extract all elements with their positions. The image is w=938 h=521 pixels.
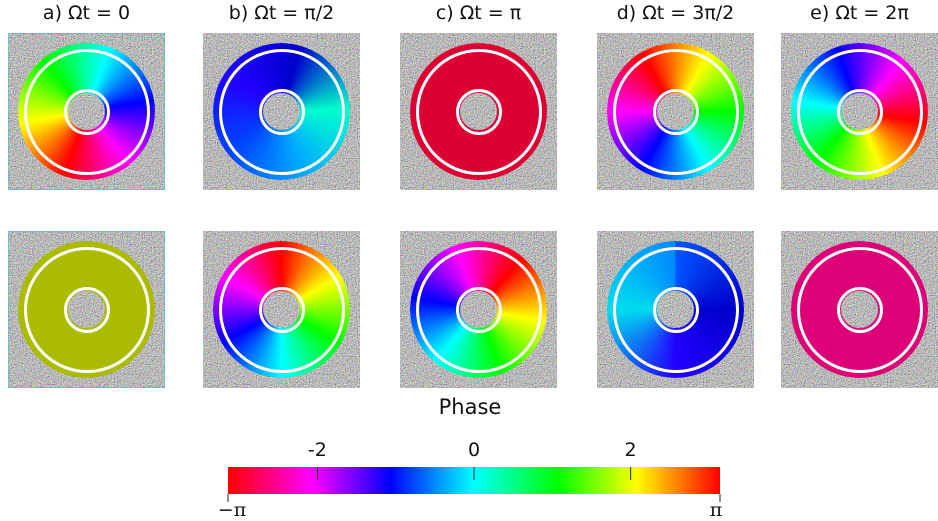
phase-map <box>203 231 360 388</box>
contour <box>653 287 699 333</box>
contour <box>64 287 110 333</box>
phase-map <box>781 231 938 388</box>
phase-map <box>8 231 165 388</box>
panel-title: c) Ωt = π <box>400 2 557 24</box>
contour <box>259 287 305 333</box>
phase-map <box>8 33 165 190</box>
phase-map <box>597 33 754 190</box>
phase-map <box>781 33 938 190</box>
contour <box>259 89 305 135</box>
panel-title: a) Ωt = 0 <box>8 2 165 24</box>
contour <box>837 89 883 135</box>
tick-label: 0 <box>468 439 480 461</box>
figure: a) Ωt = 0 b) Ωt = π/2 c) Ωt = π d) Ωt = 3π/… <box>0 0 938 521</box>
phase-map <box>400 33 557 190</box>
phase-map <box>203 33 360 190</box>
phase-map <box>597 231 754 388</box>
panel-title: e) Ωt = 2π <box>781 2 938 24</box>
contour <box>64 89 110 135</box>
end-label: π <box>710 499 723 521</box>
colorbar-label: Phase <box>420 395 520 419</box>
phase-map <box>400 231 557 388</box>
end-label: −π <box>218 499 246 521</box>
contour <box>653 89 699 135</box>
panel-title: b) Ωt = π/2 <box>203 2 360 24</box>
contour <box>456 89 502 135</box>
tick-label: -2 <box>308 439 327 461</box>
contour <box>837 287 883 333</box>
colorbar-gradient <box>228 467 720 494</box>
tick-label: 2 <box>625 439 637 461</box>
contour <box>456 287 502 333</box>
panel-title: d) Ωt = 3π/2 <box>597 2 754 24</box>
